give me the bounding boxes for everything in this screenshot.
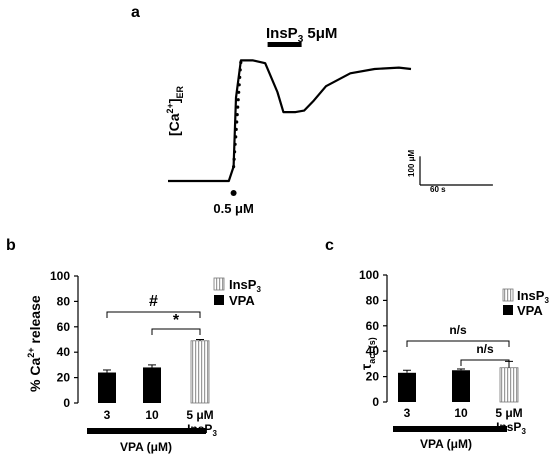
y-tick-label: 20 bbox=[366, 370, 380, 384]
trace-dot bbox=[232, 165, 236, 169]
trace-dot bbox=[237, 83, 241, 87]
vpa-group-bar bbox=[87, 428, 206, 434]
bar-vpa bbox=[398, 372, 416, 402]
insp3-bar-label: InsP3 5μM bbox=[266, 25, 337, 45]
panel-c-bars bbox=[398, 360, 519, 403]
legend-insp3-swatch bbox=[502, 288, 514, 302]
panel-b-significance bbox=[106, 311, 201, 335]
y-tick-label: 100 bbox=[50, 269, 70, 283]
panel-b-category-labels: 3 10 bbox=[104, 408, 159, 422]
trace-dot bbox=[233, 142, 237, 146]
insp3-category-line1: 5 μM bbox=[495, 406, 522, 420]
y-tick-label: 0 bbox=[63, 396, 70, 410]
trace-dot bbox=[236, 105, 240, 109]
stimulus-marker-dot bbox=[230, 190, 237, 196]
category-label: 3 bbox=[404, 406, 411, 420]
trace-dots bbox=[232, 60, 243, 169]
category-label: 10 bbox=[454, 406, 468, 420]
legend-vpa-label: VPA bbox=[517, 303, 543, 318]
insp3-category-line1: 5 μM bbox=[186, 408, 213, 422]
vpa-group-label: VPA (μM) bbox=[420, 437, 472, 451]
panel-a-ylabel: [Ca2+]ER bbox=[165, 85, 185, 136]
scale-bar-x-label: 60 s bbox=[430, 185, 446, 194]
panel-c-significance bbox=[406, 340, 510, 366]
bar-insp3 bbox=[499, 367, 519, 403]
y-tick-label: 60 bbox=[57, 320, 71, 334]
significance-ns-bottom: n/s bbox=[476, 342, 494, 356]
y-tick-label: 60 bbox=[366, 319, 380, 333]
panel-c-category-labels: 3 10 bbox=[404, 406, 468, 420]
panel-label-c: c bbox=[325, 237, 334, 254]
trace-dot bbox=[237, 90, 241, 94]
panel-b-ylabel: % Ca2+ release bbox=[26, 295, 43, 392]
trace-dot bbox=[236, 98, 240, 102]
significance-star: * bbox=[173, 312, 180, 329]
legend-vpa-swatch bbox=[214, 295, 224, 305]
legend-insp3-label: InsP3 bbox=[229, 277, 261, 294]
trace-dot bbox=[235, 120, 239, 124]
trace-dot bbox=[239, 60, 243, 65]
panel-b-axes: 0 20 40 60 80 100 bbox=[50, 269, 79, 410]
vpa-group-bar bbox=[393, 426, 507, 432]
trace-dot bbox=[233, 150, 237, 154]
category-label: 3 bbox=[104, 408, 111, 422]
significance-bracket bbox=[106, 311, 201, 318]
panel-label-b: b bbox=[6, 237, 16, 254]
panel-c: c τact (s) 0 20 40 60 80 100 n/s n/s InsP3 VP… bbox=[325, 237, 549, 451]
scale-bar-y-label: 100 μM bbox=[407, 150, 416, 177]
legend-insp3-label: InsP3 bbox=[517, 288, 549, 305]
significance-hash: # bbox=[149, 293, 158, 310]
y-tick-label: 80 bbox=[57, 294, 71, 308]
bar-vpa bbox=[452, 370, 470, 402]
trace-dot bbox=[232, 157, 236, 161]
vpa-group-label: VPA (μM) bbox=[120, 440, 172, 454]
trace-dot bbox=[238, 68, 242, 72]
calcium-trace-line bbox=[168, 59, 412, 183]
bar-vpa bbox=[98, 372, 116, 403]
stimulus-marker-label: 0.5 μM bbox=[213, 201, 253, 216]
y-tick-label: 20 bbox=[57, 371, 71, 385]
trace-dot bbox=[234, 135, 238, 139]
panel-b-bars bbox=[98, 339, 210, 404]
panel-c-ylabel: τact (s) bbox=[358, 337, 377, 370]
panel-a: a [Ca2+]ER InsP3 5μM 0.5 μM 100 μM 60 s bbox=[131, 4, 493, 216]
y-tick-label: 40 bbox=[57, 345, 71, 359]
bar-insp3 bbox=[190, 340, 210, 404]
insp3-application-bar bbox=[267, 42, 302, 47]
panel-c-axes: 0 20 40 60 80 100 bbox=[359, 268, 388, 409]
legend-vpa-swatch bbox=[503, 305, 513, 315]
bar-vpa bbox=[143, 367, 161, 403]
significance-bracket bbox=[460, 359, 510, 366]
significance-ns-top: n/s bbox=[449, 323, 467, 337]
trace-dot bbox=[235, 113, 239, 117]
trace-dot bbox=[234, 127, 238, 131]
legend-vpa-label: VPA bbox=[229, 293, 255, 308]
trace-dot bbox=[238, 75, 242, 79]
panel-label-a: a bbox=[131, 4, 140, 21]
y-tick-label: 40 bbox=[366, 344, 380, 358]
significance-bracket bbox=[151, 328, 201, 335]
significance-bracket bbox=[406, 340, 510, 347]
category-label: 10 bbox=[145, 408, 159, 422]
y-tick-label: 100 bbox=[359, 268, 379, 282]
y-tick-label: 80 bbox=[366, 293, 380, 307]
legend-insp3-swatch bbox=[213, 277, 225, 291]
y-tick-label: 0 bbox=[372, 395, 379, 409]
